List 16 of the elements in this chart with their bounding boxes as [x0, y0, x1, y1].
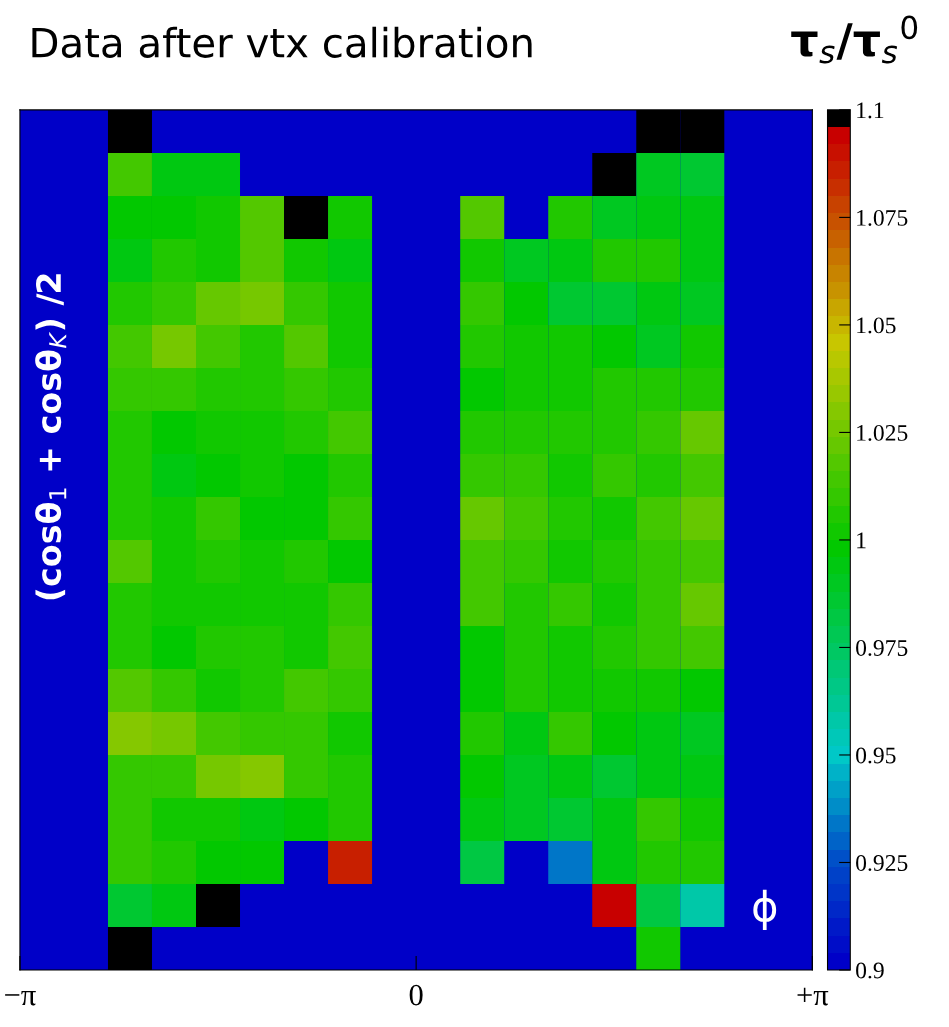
x-tick-label: +π [797, 987, 829, 1006]
color-bar-label: 1.1 [857, 102, 884, 119]
color-bar-title: τ$_{s}$/τ$_{s}$$^{0}$ [791, 15, 918, 64]
chart-title: Data after vtx calibration [32, 26, 532, 58]
color-bar-label: 1 [857, 532, 866, 549]
annotation: ϕ [753, 889, 777, 930]
x-tick-label: −π [5, 991, 36, 1006]
color-bar-label: 0.975 [856, 639, 908, 656]
color-bar-label: 0.9 [856, 962, 884, 979]
color-bar-label: 0.95 [856, 747, 896, 764]
color-bar-label: 1.075 [857, 209, 908, 226]
color-bar-label: 1.05 [857, 317, 896, 334]
annotation: (cosθ$_{1}$ + cosθ$_{K}$) /2 [35, 274, 67, 600]
x-tick-label: 0 [409, 984, 423, 1006]
color-bar-label: 1.025 [857, 424, 908, 441]
color-bar-label: 0.925 [856, 854, 908, 872]
